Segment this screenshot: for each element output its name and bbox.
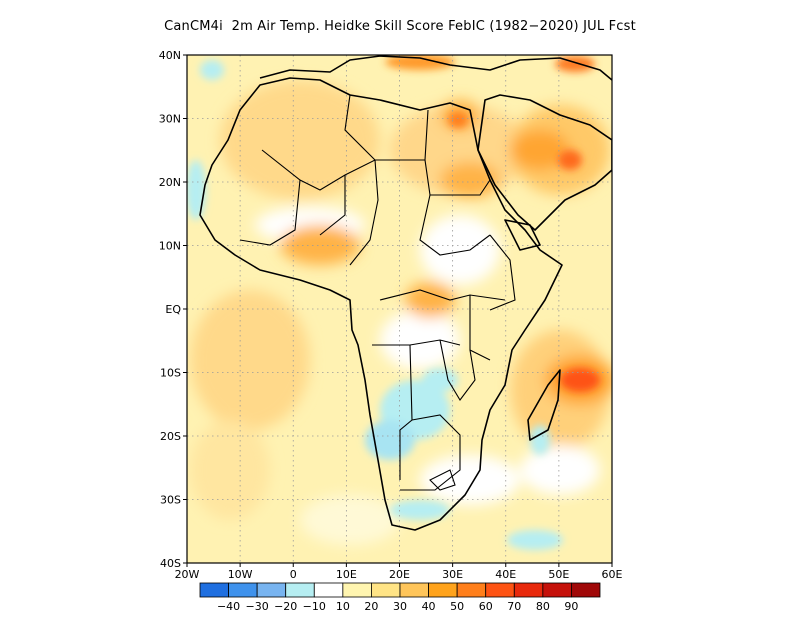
lat-tick-label: 10N xyxy=(159,240,181,253)
lat-tick-label: EQ xyxy=(165,303,181,316)
colorbar-swatch xyxy=(428,582,458,598)
colorbar-label: −40 xyxy=(217,600,240,613)
colorbar-label: −30 xyxy=(246,600,269,613)
lon-tick-label: 20E xyxy=(389,568,410,581)
colorbar-swatch xyxy=(256,582,287,598)
lon-tick-label: 10E xyxy=(336,568,357,581)
lon-tick-label: 10W xyxy=(228,568,253,581)
longitude-labels: 20W 10W 0 10E 20E 30E 40E 50E 60E xyxy=(175,563,623,581)
latitude-labels: 40N 30N 20N 10N EQ 10S 20S 30S 40S xyxy=(159,49,187,570)
country-borders xyxy=(239,94,516,491)
colorbar-swatch xyxy=(342,582,372,598)
lat-tick-label: 40N xyxy=(159,49,181,62)
colorbar-swatch xyxy=(513,582,544,598)
colorbar-swatch xyxy=(542,582,572,598)
lon-tick-label: 20W xyxy=(175,568,200,581)
colorbar: −40 −30 −20 −10 10 20 30 40 50 60 70 80 90 xyxy=(199,582,601,613)
colorbar-swatch xyxy=(199,582,229,598)
lon-tick-label: 50E xyxy=(548,568,569,581)
colorbar-label: 80 xyxy=(536,600,550,613)
colorbar-swatch xyxy=(571,582,601,598)
colorbar-swatch xyxy=(371,582,401,598)
colorbar-swatch xyxy=(228,582,258,598)
lat-tick-label: 10S xyxy=(160,367,181,380)
lat-tick-label: 20N xyxy=(159,176,181,189)
colorbar-label: −20 xyxy=(274,600,297,613)
colorbar-label: 70 xyxy=(507,600,521,613)
lon-tick-label: 60E xyxy=(602,568,623,581)
skill-shading xyxy=(187,55,612,563)
colorbar-label: 50 xyxy=(450,600,464,613)
lat-tick-label: 30S xyxy=(160,494,181,507)
colorbar-label: 10 xyxy=(336,600,350,613)
colorbar-label: −10 xyxy=(303,600,326,613)
lon-tick-label: 40E xyxy=(495,568,516,581)
lat-tick-label: 20S xyxy=(160,430,181,443)
lon-tick-label: 30E xyxy=(442,568,463,581)
colorbar-swatch xyxy=(285,582,315,598)
coastlines xyxy=(199,55,612,531)
colorbar-label: 30 xyxy=(393,600,407,613)
lon-tick-label: 0 xyxy=(290,568,297,581)
colorbar-swatch xyxy=(399,582,429,598)
map-grid xyxy=(187,55,612,563)
colorbar-label: 20 xyxy=(364,600,378,613)
colorbar-label: 60 xyxy=(479,600,493,613)
colorbar-label: 40 xyxy=(422,600,436,613)
lat-tick-label: 40S xyxy=(160,557,181,570)
colorbar-swatch xyxy=(456,582,487,598)
colorbar-label: 90 xyxy=(564,600,578,613)
colorbar-swatch xyxy=(313,582,344,598)
map-title: CanCM4i 2m Air Temp. Heidke Skill Score … xyxy=(164,19,636,34)
colorbar-swatch xyxy=(485,582,515,598)
lat-tick-label: 30N xyxy=(159,113,181,126)
